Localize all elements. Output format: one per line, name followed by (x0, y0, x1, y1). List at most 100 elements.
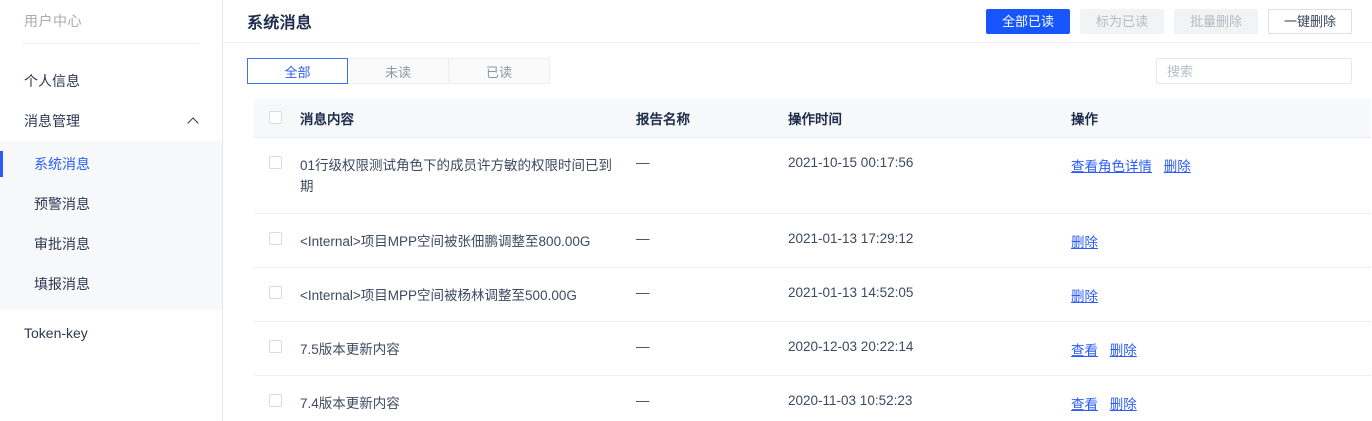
sidebar-subitem-label: 审批消息 (34, 236, 90, 252)
select-all-checkbox[interactable] (269, 111, 282, 125)
table-row: <Internal>项目MPP空间被张佃鹏调整至800.00G — 2021-0… (254, 213, 1371, 268)
column-label: 操作时间 (788, 111, 842, 127)
view-link[interactable]: 查看 (1071, 342, 1098, 358)
sidebar-nav: 个人信息 消息管理 系统消息 预警消息 审批消息 填报消息 (0, 44, 222, 353)
cell-report-name: — (636, 321, 788, 376)
filter-bar: 全部 未读 已读 (223, 43, 1372, 99)
column-header-report-name: 报告名称 (636, 99, 788, 138)
tab-all[interactable]: 全部 (247, 58, 348, 84)
cell-report-name: — (636, 137, 788, 214)
column-label: 消息内容 (300, 111, 354, 127)
delete-link[interactable]: 删除 (1071, 288, 1098, 304)
cell-operation-time: 2021-01-13 14:52:05 (788, 267, 1071, 322)
tab-group: 全部 未读 已读 (247, 58, 550, 84)
table-header-row: 消息内容 报告名称 操作时间 操作 (254, 99, 1371, 138)
operation-time: 2021-10-15 00:17:56 (788, 154, 914, 170)
mark-all-read-button[interactable]: 全部已读 (986, 8, 1070, 34)
report-name: — (636, 230, 650, 246)
tab-unread[interactable]: 未读 (348, 58, 449, 84)
column-header-operations: 操作 (1071, 99, 1371, 138)
table-row: <Internal>项目MPP空间被杨林调整至500.00G — 2021-01… (254, 267, 1371, 322)
sidebar-title: 用户中心 (24, 13, 82, 29)
sidebar-subitem-label: 填报消息 (34, 276, 90, 292)
sidebar-item-label: 消息管理 (24, 113, 80, 129)
cell-operations: 查看 删除 (1071, 375, 1371, 421)
operation-time: 2020-11-03 10:52:23 (788, 392, 913, 408)
sidebar-item-system-message[interactable]: 系统消息 (0, 144, 222, 184)
row-checkbox[interactable] (269, 393, 282, 407)
row-checkbox[interactable] (269, 339, 282, 353)
table-row: 7.5版本更新内容 — 2020-12-03 20:22:14 查看 删除 (254, 321, 1371, 376)
report-name: — (636, 154, 650, 170)
cell-report-name: — (636, 375, 788, 421)
view-role-detail-link[interactable]: 查看角色详情 (1071, 158, 1152, 174)
messages-table-wrapper: 消息内容 报告名称 操作时间 操作 (223, 99, 1372, 421)
message-content: 7.5版本更新内容 (300, 341, 400, 357)
sidebar-item-personal-info[interactable]: 个人信息 (0, 61, 222, 101)
row-checkbox[interactable] (269, 155, 282, 169)
sidebar-item-label: 个人信息 (24, 73, 80, 89)
sidebar-divider (23, 43, 199, 44)
cell-content: 01行级权限测试角色下的成员许方敏的权限时间已到期 (300, 137, 636, 214)
main-content: 系统消息 全部已读 标为已读 批量删除 一键删除 全部 未读 已读 (223, 0, 1372, 421)
column-label: 报告名称 (636, 111, 690, 127)
cell-content: <Internal>项目MPP空间被张佃鹏调整至800.00G (300, 213, 636, 268)
cell-operations: 查看角色详情 删除 (1071, 137, 1371, 214)
operation-time: 2021-01-13 14:52:05 (788, 284, 914, 300)
cell-content: 7.4版本更新内容 (300, 375, 636, 421)
cell-content: <Internal>项目MPP空间被杨林调整至500.00G (300, 267, 636, 322)
batch-delete-button[interactable]: 批量删除 (1174, 8, 1258, 34)
table-body: 01行级权限测试角色下的成员许方敏的权限时间已到期 — 2021-10-15 0… (254, 137, 1371, 421)
column-label: 操作 (1071, 111, 1098, 127)
delete-link[interactable]: 删除 (1109, 342, 1137, 358)
mark-as-read-button[interactable]: 标为已读 (1080, 8, 1164, 34)
row-select-cell (254, 375, 300, 421)
report-name: — (636, 284, 650, 300)
tab-read[interactable]: 已读 (449, 58, 550, 84)
cell-content: 7.5版本更新内容 (300, 321, 636, 376)
sidebar-subitem-label: 预警消息 (34, 196, 90, 212)
column-header-content: 消息内容 (300, 99, 636, 138)
sidebar-item-report-message[interactable]: 填报消息 (0, 264, 222, 304)
row-checkbox[interactable] (269, 231, 282, 245)
sidebar-item-approval-message[interactable]: 审批消息 (0, 224, 222, 264)
cell-operation-time: 2021-10-15 00:17:56 (788, 137, 1071, 214)
search-input[interactable] (1156, 58, 1352, 84)
delete-link[interactable]: 删除 (1163, 158, 1191, 174)
sidebar-submenu: 系统消息 预警消息 审批消息 填报消息 (0, 141, 222, 310)
table-row: 01行级权限测试角色下的成员许方敏的权限时间已到期 — 2021-10-15 0… (254, 137, 1371, 214)
header-actions: 全部已读 标为已读 批量删除 一键删除 (986, 8, 1352, 34)
cell-report-name: — (636, 213, 788, 268)
cell-operation-time: 2020-12-03 20:22:14 (788, 321, 1071, 376)
delete-link[interactable]: 删除 (1109, 396, 1137, 412)
cell-operations: 删除 (1071, 213, 1371, 268)
message-content: <Internal>项目MPP空间被张佃鹏调整至800.00G (300, 233, 591, 249)
sidebar: 用户中心 个人信息 消息管理 系统消息 预警消息 审批消息 (0, 0, 223, 421)
cell-report-name: — (636, 267, 788, 322)
report-name: — (636, 338, 650, 354)
report-name: — (636, 392, 650, 408)
delete-link[interactable]: 删除 (1071, 234, 1098, 250)
messages-table: 消息内容 报告名称 操作时间 操作 (254, 99, 1371, 421)
search-wrapper (1156, 58, 1352, 84)
view-link[interactable]: 查看 (1071, 396, 1098, 412)
delete-all-button[interactable]: 一键删除 (1268, 8, 1352, 34)
row-select-cell (254, 267, 300, 322)
row-select-cell (254, 321, 300, 376)
column-header-operation-time: 操作时间 (788, 99, 1071, 138)
operation-time: 2020-12-03 20:22:14 (788, 338, 914, 354)
chevron-up-icon (188, 115, 200, 127)
cell-operation-time: 2021-01-13 17:29:12 (788, 213, 1071, 268)
cell-operations: 查看 删除 (1071, 321, 1371, 376)
sidebar-item-message-management[interactable]: 消息管理 (0, 101, 222, 141)
operation-time: 2021-01-13 17:29:12 (788, 230, 914, 246)
cell-operation-time: 2020-11-03 10:52:23 (788, 375, 1071, 421)
select-all-header (254, 99, 300, 138)
message-content: 01行级权限测试角色下的成员许方敏的权限时间已到期 (300, 157, 613, 194)
sidebar-item-label: Token-key (24, 325, 88, 341)
row-checkbox[interactable] (269, 285, 282, 299)
sidebar-item-token-key[interactable]: Token-key (0, 313, 222, 353)
row-select-cell (254, 137, 300, 214)
sidebar-item-warning-message[interactable]: 预警消息 (0, 184, 222, 224)
